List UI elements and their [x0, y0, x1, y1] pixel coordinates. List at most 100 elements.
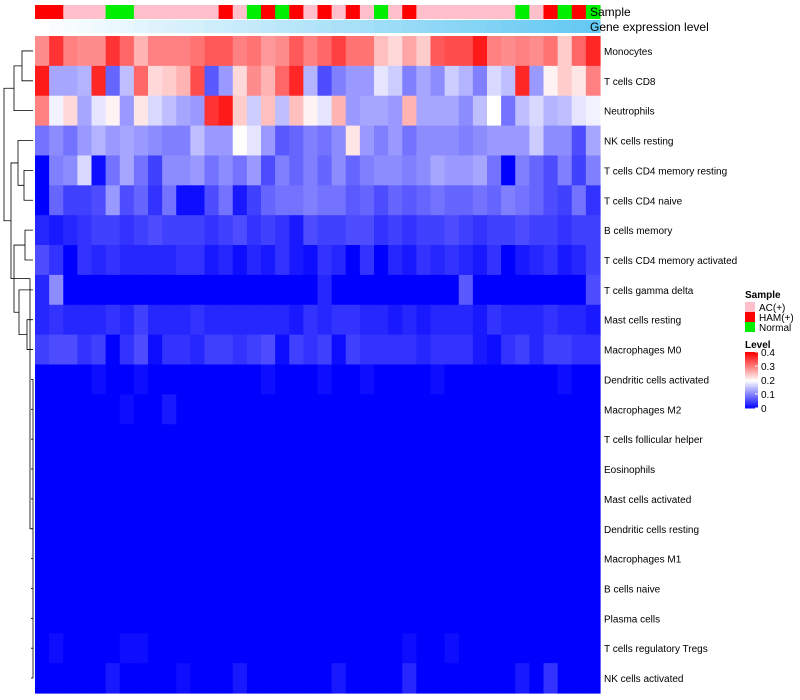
- heatmap-cell: [345, 36, 361, 67]
- heatmap-cell: [472, 245, 488, 276]
- heatmap-cell: [289, 65, 304, 97]
- heatmap-cell: [133, 155, 149, 186]
- heatmap-cell: [176, 36, 191, 67]
- heatmap-cell: [430, 274, 446, 306]
- heatmap-cell: [204, 185, 220, 216]
- heatmap-cell: [275, 185, 290, 216]
- heatmap-cell: [374, 633, 389, 664]
- heatmap-cell: [359, 573, 375, 605]
- colorbar-segment: [745, 380, 758, 382]
- heatmap-cell: [162, 334, 177, 366]
- heatmap-cell: [63, 424, 78, 455]
- sample-annotation-cell: [303, 5, 319, 19]
- heatmap-cell: [119, 573, 135, 605]
- heatmap-cell: [345, 215, 361, 246]
- heatmap-cell: [275, 513, 290, 545]
- heatmap-cell: [176, 663, 191, 694]
- heatmap-cell: [585, 185, 601, 216]
- heatmap-cell: [374, 483, 389, 515]
- heatmap-cell: [444, 245, 460, 276]
- heatmap-cell: [246, 633, 262, 664]
- legend-swatch: [745, 322, 755, 332]
- heatmap-cell: [232, 394, 248, 425]
- heatmap-cell: [63, 663, 78, 694]
- heatmap-cell: [331, 36, 347, 67]
- legend-level-title: Level: [745, 340, 771, 351]
- heatmap-cell: [374, 125, 389, 157]
- heatmap-cell: [487, 304, 502, 336]
- heatmap-cell: [204, 543, 220, 575]
- heatmap-cell: [162, 245, 177, 276]
- heatmap-cell: [458, 543, 474, 575]
- heatmap-cell: [35, 125, 50, 157]
- heatmap-cell: [416, 245, 432, 276]
- heatmap-cell: [402, 155, 417, 186]
- heatmap-cell: [190, 155, 206, 186]
- heatmap-cell: [303, 633, 319, 664]
- heatmap-cell: [458, 125, 474, 157]
- heatmap-cell: [35, 274, 50, 306]
- row-label: Macrophages M2: [604, 405, 682, 416]
- heatmap-cell: [303, 334, 319, 366]
- colorbar-segment: [745, 368, 758, 371]
- heatmap-cell: [133, 483, 149, 515]
- heatmap-cell: [91, 483, 107, 515]
- heatmap-cell: [444, 36, 460, 67]
- heatmap-cell: [444, 274, 460, 306]
- heatmap-cell: [261, 543, 276, 575]
- heatmap-cell: [585, 36, 601, 67]
- heatmap-cell: [345, 364, 361, 395]
- heatmap-cell: [261, 633, 276, 664]
- heatmap-cell: [458, 274, 474, 306]
- heatmap-cell: [529, 483, 545, 515]
- heatmap-cell: [261, 483, 276, 515]
- heatmap-cell: [218, 573, 234, 605]
- heatmap-cell: [374, 185, 389, 216]
- sample-annotation-cell: [275, 5, 290, 19]
- heatmap-cell: [543, 603, 559, 634]
- sample-annotation-cell: [162, 5, 177, 19]
- heatmap-cell: [543, 36, 559, 67]
- heatmap-cell: [105, 543, 121, 575]
- heatmap-cell: [91, 304, 107, 336]
- heatmap-cell: [472, 573, 488, 605]
- heatmap-cell: [585, 633, 601, 664]
- heatmap-cell: [571, 155, 587, 186]
- heatmap-cell: [303, 454, 319, 485]
- heatmap-cell: [261, 663, 276, 694]
- heatmap-cell: [232, 483, 248, 515]
- heatmap-cell: [261, 125, 276, 157]
- heatmap-cell: [261, 364, 276, 395]
- heatmap-cell: [430, 513, 446, 545]
- heatmap-cell: [119, 603, 135, 634]
- colorbar-segment: [745, 357, 758, 360]
- heatmap-cell: [77, 483, 93, 515]
- heatmap-cell: [430, 394, 446, 425]
- heatmap-cell: [359, 95, 375, 127]
- heatmap-cell: [232, 334, 248, 366]
- heatmap-cell: [487, 543, 502, 575]
- heatmap-cell: [91, 274, 107, 306]
- heatmap-cell: [472, 185, 488, 216]
- heatmap-cell: [204, 95, 220, 127]
- heatmap-cell: [557, 483, 573, 515]
- heatmap-cell: [543, 125, 559, 157]
- heatmap-cell: [557, 424, 573, 455]
- expression-annotation-cell: [261, 20, 276, 33]
- heatmap-cell: [501, 364, 516, 395]
- heatmap-cell: [374, 65, 389, 97]
- heatmap-cell: [105, 424, 121, 455]
- heatmap-cell: [458, 304, 474, 336]
- heatmap-cell: [232, 513, 248, 545]
- heatmap-cell: [444, 185, 460, 216]
- expression-annotation-bar: [35, 20, 601, 33]
- heatmap-cell: [218, 663, 234, 694]
- heatmap-cell: [472, 543, 488, 575]
- heatmap-cell: [176, 95, 191, 127]
- heatmap-cell: [176, 185, 191, 216]
- heatmap-cell: [204, 454, 220, 485]
- heatmap-cells: [35, 36, 601, 694]
- heatmap-cell: [359, 424, 375, 455]
- heatmap-cell: [571, 36, 587, 67]
- heatmap-cell: [345, 304, 361, 336]
